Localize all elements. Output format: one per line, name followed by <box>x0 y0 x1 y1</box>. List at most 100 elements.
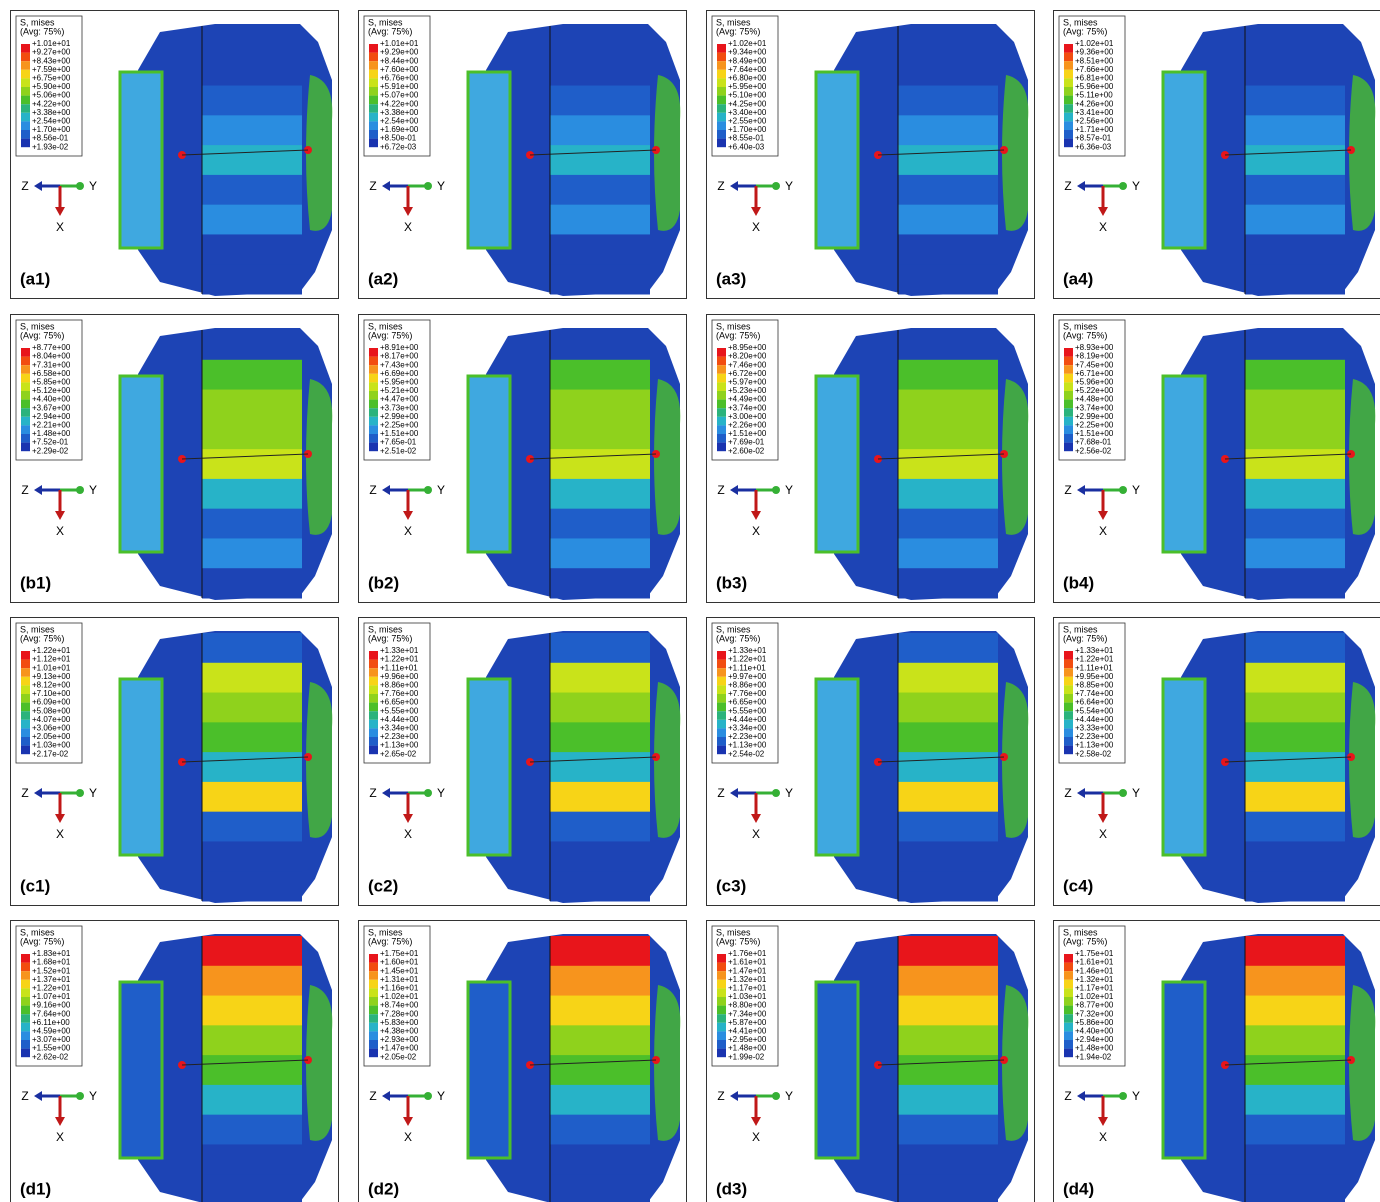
legend-swatch <box>717 121 726 130</box>
legend-swatch <box>369 443 378 452</box>
legend-swatch <box>21 139 30 148</box>
legend-swatch <box>21 1006 30 1015</box>
legend-swatch <box>1064 954 1073 963</box>
stress-band <box>202 234 302 264</box>
legend-swatch <box>717 348 726 357</box>
stress-band <box>898 693 998 723</box>
panel: S, mises(Avg: 75%)+1.01e+01+9.29e+00+8.4… <box>359 11 687 299</box>
legend-swatch <box>369 425 378 434</box>
y-label: Y <box>1132 179 1140 193</box>
panel-label: (a1) <box>20 269 50 288</box>
legend-swatch <box>717 668 726 677</box>
stress-band <box>898 86 998 116</box>
legend-swatch <box>21 651 30 660</box>
z-label: Z <box>21 179 28 193</box>
stress-band <box>1245 966 1345 996</box>
x-label: X <box>404 827 412 841</box>
legend-swatch <box>21 1049 30 1058</box>
legend-value: +6.40e-03 <box>728 142 765 151</box>
legend-swatch <box>369 711 378 720</box>
legend-swatch <box>717 703 726 712</box>
stress-band <box>898 419 998 449</box>
z-label: Z <box>21 786 28 800</box>
y-arrow <box>1119 486 1127 494</box>
stress-band <box>898 1115 998 1145</box>
stress-band <box>202 722 302 752</box>
legend-subtitle: (Avg: 75%) <box>1063 633 1107 643</box>
legend-swatch <box>1064 988 1073 997</box>
left-block <box>1163 72 1205 248</box>
legend-subtitle: (Avg: 75%) <box>20 936 64 946</box>
legend-swatch <box>369 694 378 703</box>
stress-band <box>550 175 650 205</box>
stress-band <box>550 264 650 294</box>
fea-model <box>816 24 1028 296</box>
legend-swatch <box>21 997 30 1006</box>
stress-band <box>550 871 650 901</box>
legend-swatch <box>369 96 378 105</box>
left-block <box>816 376 858 552</box>
legend-swatch <box>717 425 726 434</box>
panel: S, mises(Avg: 75%)+1.33e+01+1.22e+01+1.1… <box>359 618 687 906</box>
legend-value: +2.65e-02 <box>380 749 417 758</box>
legend-subtitle: (Avg: 75%) <box>716 633 760 643</box>
legend-swatch <box>717 685 726 694</box>
stress-band <box>1245 568 1345 598</box>
stress-band <box>898 145 998 175</box>
x-label: X <box>404 1130 412 1144</box>
stress-band <box>1245 871 1345 901</box>
stress-band <box>550 1115 650 1145</box>
stress-band <box>202 419 302 449</box>
left-block <box>816 679 858 855</box>
stress-band <box>550 841 650 871</box>
legend-swatch <box>717 728 726 737</box>
stress-band <box>202 966 302 996</box>
x-label: X <box>752 524 760 538</box>
legend-swatch <box>1064 400 1073 409</box>
legend-swatch <box>21 443 30 452</box>
legend: S, mises(Avg: 75%)+1.22e+01+1.12e+01+1.0… <box>16 623 82 763</box>
y-arrow <box>424 789 432 797</box>
panel: S, mises(Avg: 75%)+8.95e+00+8.20e+00+7.4… <box>707 315 1035 603</box>
legend-value: +1.93e-02 <box>32 142 69 151</box>
legend-swatch <box>369 651 378 660</box>
legend-subtitle: (Avg: 75%) <box>20 26 64 36</box>
legend-swatch <box>21 365 30 374</box>
y-arrow <box>772 182 780 190</box>
legend-value: +6.36e-03 <box>1075 142 1112 151</box>
stress-band <box>550 145 650 175</box>
panel-label: (b1) <box>20 573 51 592</box>
legend-swatch <box>21 703 30 712</box>
panel: S, mises(Avg: 75%)+1.22e+01+1.12e+01+1.0… <box>11 618 339 906</box>
panel-label: (d2) <box>368 1179 399 1198</box>
stress-band <box>550 26 650 56</box>
x-label: X <box>56 827 64 841</box>
legend: S, mises(Avg: 75%)+1.01e+01+9.27e+00+8.4… <box>16 16 82 156</box>
stress-band <box>1245 330 1345 360</box>
fea-model <box>120 24 332 296</box>
left-block <box>816 72 858 248</box>
legend-swatch <box>21 113 30 122</box>
legend-swatch <box>1064 348 1073 357</box>
stress-band <box>898 264 998 294</box>
legend-swatch <box>369 988 378 997</box>
legend-swatch <box>1064 357 1073 366</box>
fea-model <box>816 631 1028 903</box>
legend-swatch <box>369 963 378 972</box>
y-label: Y <box>437 786 445 800</box>
stress-band <box>550 966 650 996</box>
legend-swatch <box>21 963 30 972</box>
stress-band <box>550 360 650 390</box>
legend-swatch <box>1064 980 1073 989</box>
stress-band <box>202 479 302 509</box>
stress-band <box>202 86 302 116</box>
y-label: Y <box>437 179 445 193</box>
legend: S, mises(Avg: 75%)+1.33e+01+1.22e+01+1.1… <box>1059 623 1125 763</box>
legend: S, mises(Avg: 75%)+8.91e+00+8.17e+00+7.4… <box>364 320 430 460</box>
stress-band <box>202 782 302 812</box>
stress-band <box>202 175 302 205</box>
legend-swatch <box>717 53 726 62</box>
left-block <box>120 72 162 248</box>
legend-swatch <box>21 711 30 720</box>
stress-band <box>1245 56 1345 86</box>
